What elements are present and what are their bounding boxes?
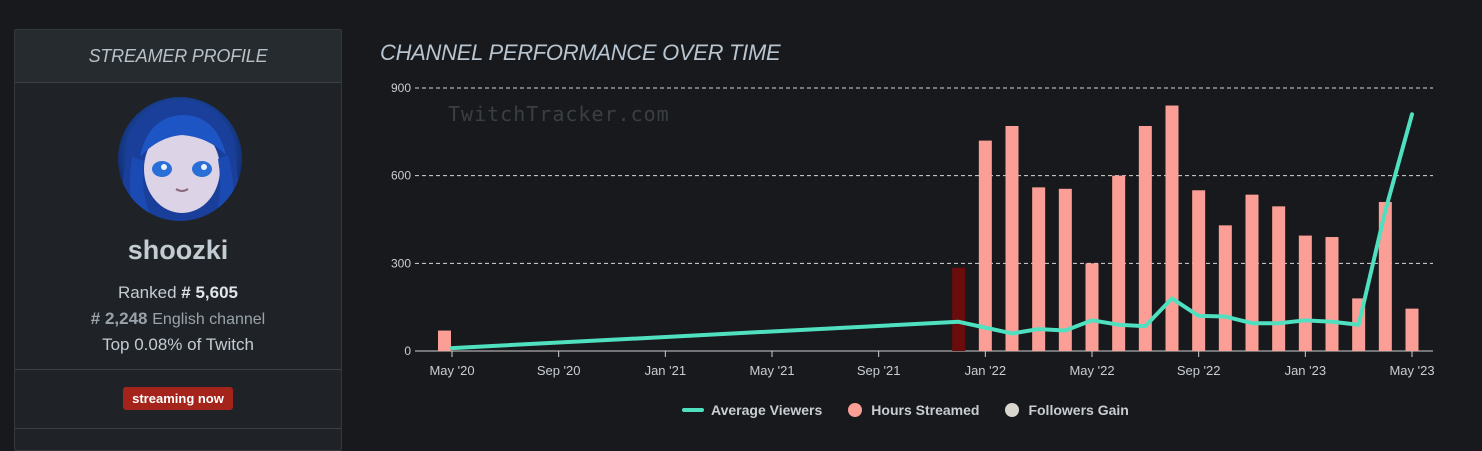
bar-hours-streamed[interactable] — [1085, 263, 1099, 351]
profile-divider — [15, 369, 341, 370]
language-rank-value: # 2,248 — [90, 309, 148, 328]
x-tick-label: Sep '20 — [537, 363, 581, 378]
bar-hours-streamed[interactable] — [1272, 206, 1286, 351]
x-tick-label: Jan '23 — [1285, 363, 1327, 378]
x-tick-label: May '21 — [749, 363, 794, 378]
x-tick-label: Sep '21 — [857, 363, 901, 378]
bar-hours-streamed[interactable] — [1165, 105, 1179, 352]
top-percent: Top 0.08% of Twitch — [102, 335, 254, 354]
bar-hours-streamed-highlighted[interactable] — [952, 267, 966, 351]
performance-chart[interactable]: TwitchTracker.com 0 300 600 900 May '20 Sep '… — [370, 70, 1450, 385]
avatar[interactable] — [118, 97, 242, 221]
bar-hours-streamed[interactable] — [1138, 125, 1152, 351]
bar-hours-streamed[interactable] — [1325, 237, 1339, 351]
x-tick-label: Jan '21 — [645, 363, 687, 378]
x-tick-label: May '23 — [1389, 363, 1434, 378]
bar-hours-streamed[interactable] — [1112, 175, 1126, 351]
legend-followers-gain-label: Followers Gain — [1028, 402, 1129, 418]
bar-hours-streamed[interactable] — [1298, 235, 1312, 351]
bar-hours-streamed[interactable] — [1405, 308, 1419, 351]
bar-hours-streamed[interactable] — [1245, 194, 1259, 351]
chart-legend: Average Viewers Hours Streamed Followers… — [682, 399, 1155, 421]
streamer-profile-card: STREAMER PROFILE shoozki Ranke — [14, 29, 342, 451]
y-tick-label: 0 — [404, 344, 411, 358]
profile-divider-bottom — [15, 428, 341, 429]
x-tick-label: May '20 — [429, 363, 474, 378]
rank-value: # 5,605 — [181, 283, 239, 302]
x-tick-label: Sep '22 — [1177, 363, 1221, 378]
bar-hours-streamed[interactable] — [1005, 125, 1019, 351]
profile-header: STREAMER PROFILE — [15, 30, 341, 83]
chart-title: CHANNEL PERFORMANCE OVER TIME — [380, 40, 781, 65]
x-tick-label: May '22 — [1069, 363, 1114, 378]
language-rank-line: # 2,248 English channel — [15, 309, 341, 329]
y-tick-label: 300 — [391, 256, 411, 270]
dot-swatch-icon — [1005, 403, 1020, 417]
bar-hours-streamed[interactable] — [1032, 187, 1046, 351]
y-tick-label: 900 — [391, 81, 411, 95]
bar-hours-streamed[interactable] — [1192, 190, 1206, 351]
legend-avg-viewers[interactable]: Average Viewers — [682, 402, 822, 418]
username: shoozki — [127, 235, 229, 265]
bar-hours-streamed[interactable] — [1218, 225, 1232, 351]
bar-hours-streamed[interactable] — [1058, 188, 1072, 351]
line-average-viewers[interactable] — [450, 112, 1414, 351]
y-tick-label: 600 — [391, 169, 411, 183]
bar-hours-streamed[interactable] — [438, 330, 451, 351]
legend-hours-streamed[interactable]: Hours Streamed — [848, 402, 979, 418]
bar-hours-streamed[interactable] — [978, 140, 992, 351]
rank-line: Ranked # 5,605 — [15, 283, 341, 303]
legend-hours-streamed-label: Hours Streamed — [871, 402, 980, 418]
watermark: TwitchTracker.com — [448, 102, 670, 126]
rank-prefix: Ranked — [117, 283, 177, 302]
line-swatch-icon — [682, 408, 704, 412]
bar-hours-streamed[interactable] — [1378, 201, 1392, 351]
x-tick-label: Jan '22 — [965, 363, 1007, 378]
legend-avg-viewers-label: Average Viewers — [711, 402, 823, 418]
legend-followers-gain[interactable]: Followers Gain — [1005, 402, 1129, 418]
live-badge[interactable]: streaming now — [123, 387, 233, 410]
dot-swatch-icon — [848, 403, 863, 417]
language-rank-suffix: English channel — [152, 311, 266, 328]
